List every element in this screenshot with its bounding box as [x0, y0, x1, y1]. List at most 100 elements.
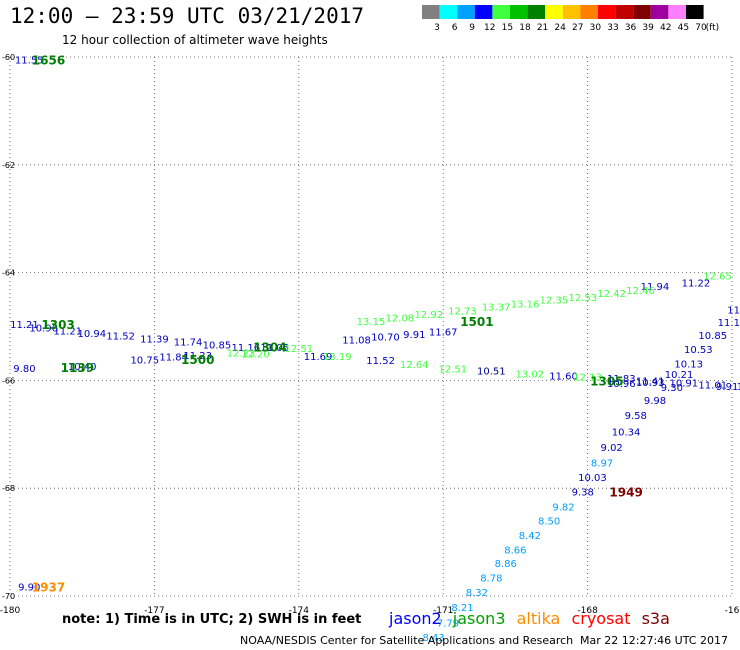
- swh-value-label: 9.58: [625, 411, 647, 422]
- swh-value-label: 10.40: [68, 362, 97, 373]
- colorbar-label: 6: [452, 23, 458, 33]
- y-tick-label: -60: [2, 53, 15, 62]
- swh-value-label: 10.91: [670, 379, 699, 390]
- footer-timestamp: Mar 22 12:27:46 UTC 2017: [580, 634, 728, 647]
- colorbar-swatch: [615, 5, 634, 19]
- swh-value-label: 10.96: [29, 324, 58, 335]
- swh-value-label: 11.39: [140, 334, 169, 345]
- pass-time-label: 1303: [41, 318, 74, 332]
- x-tick-label: -177: [144, 606, 164, 616]
- swh-value-label: 10.21: [665, 370, 694, 381]
- y-tick-label: -68: [2, 484, 15, 493]
- x-tick-label: -174: [289, 606, 310, 616]
- swh-value-label: 11.23: [183, 351, 212, 362]
- chart-title: 12:00 – 23:59 UTC 03/21/2017: [10, 4, 365, 28]
- pass-time-label: 1139: [61, 361, 94, 375]
- swh-value-label: 10.94: [78, 329, 107, 340]
- swh-value-label: 13.02: [516, 369, 545, 380]
- colorbar-label: 24: [554, 23, 566, 33]
- swh-value-label: 11.21: [10, 320, 39, 331]
- colorbar-swatch: [562, 5, 581, 19]
- swh-value-label: 8.42: [519, 531, 541, 542]
- colorbar-swatch: [580, 5, 598, 19]
- colorbar-label: 12: [484, 23, 495, 33]
- swh-value-label: 9.30: [661, 383, 683, 394]
- swh-value-label: 10.34: [612, 428, 641, 439]
- swh-value-label: 10.70: [371, 333, 400, 344]
- swh-value-label: 12.35: [540, 296, 569, 307]
- colorbar-label: 15: [502, 23, 513, 33]
- swh-value-label: 11.84: [159, 353, 188, 364]
- swh-value-label: 11.12: [718, 318, 740, 329]
- colorbar-label: 27: [572, 23, 583, 33]
- y-tick-label: -62: [2, 161, 15, 170]
- swh-value-label: 12.20: [241, 349, 270, 360]
- x-tick-label: -168: [577, 606, 598, 616]
- colorbar-swatch: [492, 5, 510, 19]
- swh-value-label: 8.21: [451, 603, 473, 614]
- x-tick-label: -180: [0, 606, 20, 616]
- pass-time-label: 1305: [590, 374, 623, 388]
- colorbar: 3 6 9 12 15 18 21 24 27 30 33 36 39 42 45 70(ft): [422, 5, 720, 33]
- colorbar-swatch: [474, 5, 493, 19]
- colorbar-swatch: [527, 5, 546, 19]
- swh-value-label: 10.19: [737, 382, 740, 393]
- y-tick-label: -64: [2, 269, 15, 278]
- colorbar-swatch: [422, 5, 440, 19]
- pass-time-label: 1949: [609, 485, 642, 499]
- swh-value-label: 10.51: [477, 367, 506, 378]
- swh-value-label: 12.42: [597, 289, 626, 300]
- colorbar-swatch: [668, 5, 686, 19]
- pass-time-label: 1501: [460, 315, 493, 329]
- swh-value-label: 11.41: [636, 376, 665, 387]
- swh-value-label: 13.15: [357, 317, 386, 328]
- legend-entry-jason3: jason3: [452, 609, 506, 628]
- time-labels: 1656 1937 1303 1139 1500 1304 1501 1305 1949: [32, 54, 643, 595]
- swh-value-label: 10.96: [607, 379, 636, 390]
- swh-value-label: 8.32: [466, 588, 488, 599]
- swh-value-label: 10.13: [674, 360, 703, 371]
- swh-value-label: 11.22: [682, 278, 711, 289]
- swh-value-label: 12.65: [703, 271, 732, 282]
- swh-value-label: 10.85: [203, 340, 232, 351]
- swh-value-label: 8.66: [504, 546, 526, 557]
- swh-value-label: 12.53: [568, 293, 597, 304]
- swh-value-label: 8.43: [422, 633, 444, 644]
- swh-value-label: 11.01: [698, 381, 727, 392]
- swh-value-label: 12.73: [448, 306, 477, 317]
- swh-value-label: 11.01: [727, 305, 740, 316]
- swh-value-label: 8.97: [591, 458, 613, 469]
- colorbar-swatch: [598, 5, 616, 19]
- swh-value-label: 9.91: [716, 382, 738, 393]
- colorbar-swatch: [457, 5, 475, 19]
- legend-entry-jason2: jason2: [389, 609, 442, 628]
- x-tick-label: -16: [725, 606, 740, 616]
- colorbar-label: 33: [607, 23, 618, 33]
- swh-value-label: 7.79: [437, 618, 459, 629]
- swh-value-label: 8.50: [538, 517, 560, 528]
- chart-subtitle: 12 hour collection of altimeter wave hei…: [62, 33, 328, 47]
- swh-value-label: 9.82: [552, 503, 574, 514]
- swh-value-label: 9.02: [601, 443, 623, 454]
- swh-value-label: 11.83: [607, 374, 636, 385]
- swh-value-label: 11.05: [260, 343, 289, 354]
- colorbar-label: 45: [678, 23, 689, 33]
- colorbar-swatch: [650, 5, 669, 19]
- colorbar-label: 9: [469, 23, 475, 33]
- swh-value-label: 11.74: [174, 338, 203, 349]
- colorbar-unit: (ft): [706, 23, 720, 33]
- colorbar-swatch: [545, 5, 563, 19]
- tick-labels: -180 -177 -174 -171 -168 -16 -60 -62 -64 -66 -68 -7…: [0, 53, 740, 616]
- y-tick-label: -66: [2, 376, 15, 385]
- pass-time-label: 1304: [253, 340, 286, 354]
- colorbar-label: 70: [695, 23, 707, 33]
- legend-entry-altika: altika: [516, 609, 561, 628]
- swh-value-label: 8.86: [495, 559, 517, 570]
- swh-value-label: 10.03: [578, 473, 607, 484]
- swh-value-label: 12.64: [400, 360, 429, 371]
- swh-value-label: 11.52: [106, 332, 135, 343]
- swh-value-label: 10.75: [130, 355, 159, 366]
- swh-value-label: 10.85: [698, 331, 727, 342]
- swh-value-label: 13.19: [323, 352, 352, 363]
